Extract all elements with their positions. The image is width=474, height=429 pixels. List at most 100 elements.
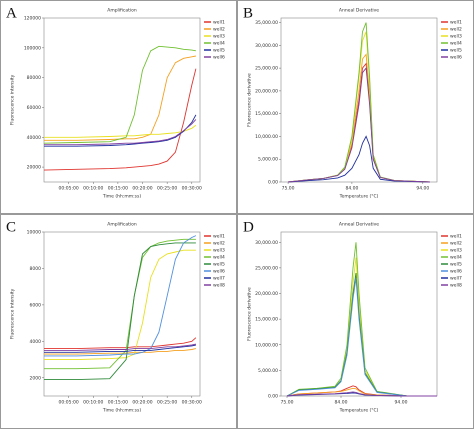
x-axis-label: Temperature (°C) <box>339 194 379 200</box>
legend-label: well2 <box>213 241 225 247</box>
x-axis-label: Temperature (°C) <box>339 408 379 414</box>
legend-label: well2 <box>450 241 462 247</box>
y-tick-label: 5,000.00 <box>258 368 278 374</box>
legend-label: well8 <box>450 283 462 289</box>
legend-label: well4 <box>213 255 225 261</box>
y-tick-label: 0.00 <box>268 394 278 400</box>
legend-label: well6 <box>213 55 225 61</box>
y-tick-label: 40000 <box>27 135 41 141</box>
data-line <box>44 343 196 351</box>
y-tick-label: 25,000.00 <box>255 66 278 72</box>
y-tick-label: 60000 <box>27 105 41 111</box>
legend-label: well8 <box>213 283 225 289</box>
y-tick-label: 2000 <box>30 375 42 381</box>
x-tick-label: 00:15:00 <box>108 186 128 192</box>
legend-label: well6 <box>450 269 462 275</box>
x-tick-label: 00:15:00 <box>108 400 128 406</box>
y-tick-label: 5,000.00 <box>258 157 278 163</box>
panel-label: A <box>6 5 17 21</box>
data-line <box>288 135 430 183</box>
data-line <box>44 114 197 147</box>
y-axis-label: Fluorescence derivative <box>247 287 253 341</box>
x-tick-label: 00:25:00 <box>157 186 177 192</box>
x-tick-label: 84.00 <box>345 186 358 192</box>
x-tick-label: 00:20:00 <box>132 186 152 192</box>
legend-label: well1 <box>450 234 462 240</box>
data-line <box>44 249 196 361</box>
legend-label: well7 <box>213 276 225 282</box>
y-tick-label: 20,000.00 <box>255 291 278 297</box>
y-tick-label: 120000 <box>24 16 41 22</box>
data-line <box>43 45 196 144</box>
y-tick-label: 20,000.00 <box>255 88 278 94</box>
x-tick-label: 00:05:00 <box>59 186 79 192</box>
legend-label: well2 <box>213 27 225 33</box>
legend-label: well3 <box>450 34 462 40</box>
x-tick-label: 00:30:00 <box>182 400 202 406</box>
x-tick-label: 00:10:00 <box>83 400 103 406</box>
legend-label: well5 <box>450 262 462 268</box>
x-tick-label: 00:20:00 <box>132 400 152 406</box>
data-line <box>44 348 196 355</box>
y-tick-label: 30,000.00 <box>255 240 278 246</box>
y-tick-label: 15,000.00 <box>255 317 278 323</box>
data-line <box>44 344 196 353</box>
legend-label: well4 <box>213 41 225 47</box>
data-line <box>43 68 197 171</box>
y-tick-label: 10,000.00 <box>255 342 278 348</box>
x-tick-label: 94.00 <box>416 186 429 192</box>
y-tick-label: 10000 <box>27 230 41 236</box>
x-tick-label: 84.00 <box>335 400 348 406</box>
x-tick-label: 00:05:00 <box>59 400 79 406</box>
y-tick-label: 80000 <box>27 75 41 81</box>
y-axis-label: Fluorescence derivative <box>247 73 253 127</box>
x-tick-label: 00:30:00 <box>182 186 202 192</box>
chart-title: Amplification <box>107 222 137 228</box>
legend-label: well4 <box>450 255 462 261</box>
data-line <box>286 391 437 397</box>
legend-label: well3 <box>450 248 462 254</box>
data-line <box>286 278 437 397</box>
chart-title: Anneal Derivative <box>339 8 379 14</box>
y-axis-label: Fluorescence intensity <box>10 288 16 339</box>
x-tick-label: 75.00 <box>281 400 294 406</box>
panel-label: C <box>6 219 16 235</box>
x-axis-label: Time (hh:mm:ss) <box>102 194 141 200</box>
legend-label: well5 <box>450 48 462 54</box>
data-line <box>286 387 437 397</box>
x-tick-label: 75.00 <box>282 186 295 192</box>
data-line <box>288 66 430 183</box>
y-tick-label: 15,000.00 <box>255 111 278 117</box>
panel-frame <box>0 0 237 214</box>
legend-label: well3 <box>213 34 225 40</box>
data-line <box>44 337 197 350</box>
legend-label: well1 <box>213 20 225 26</box>
legend-label: well2 <box>450 27 462 33</box>
x-tick-label: 00:10:00 <box>83 186 103 192</box>
y-tick-label: 4000 <box>30 339 42 345</box>
legend-label: well7 <box>450 276 462 282</box>
plot-area <box>43 17 201 183</box>
legend-label: well5 <box>213 262 225 268</box>
y-tick-label: 8000 <box>30 266 42 272</box>
data-line <box>44 119 197 146</box>
legend-label: well1 <box>213 234 225 240</box>
y-tick-label: 100000 <box>24 45 41 51</box>
y-tick-label: 0.00 <box>268 180 278 186</box>
x-tick-label: 00:25:00 <box>157 400 177 406</box>
legend-label: well6 <box>450 55 462 61</box>
x-axis-label: Time (hh:mm:ss) <box>102 408 141 414</box>
chart-title: Amplification <box>107 8 137 14</box>
legend-label: well3 <box>213 248 225 254</box>
y-axis-label: Fluorescence intensity <box>10 74 16 125</box>
panel-label: D <box>243 219 254 235</box>
y-tick-label: 10,000.00 <box>255 134 278 140</box>
chart-title: Anneal Derivative <box>339 222 379 228</box>
y-tick-label: 6000 <box>30 302 42 308</box>
y-tick-label: 20000 <box>27 165 41 171</box>
legend-label: well1 <box>450 20 462 26</box>
panel-label: B <box>243 5 253 21</box>
y-tick-label: 35,000.00 <box>255 20 278 26</box>
y-tick-label: 30,000.00 <box>255 43 278 49</box>
